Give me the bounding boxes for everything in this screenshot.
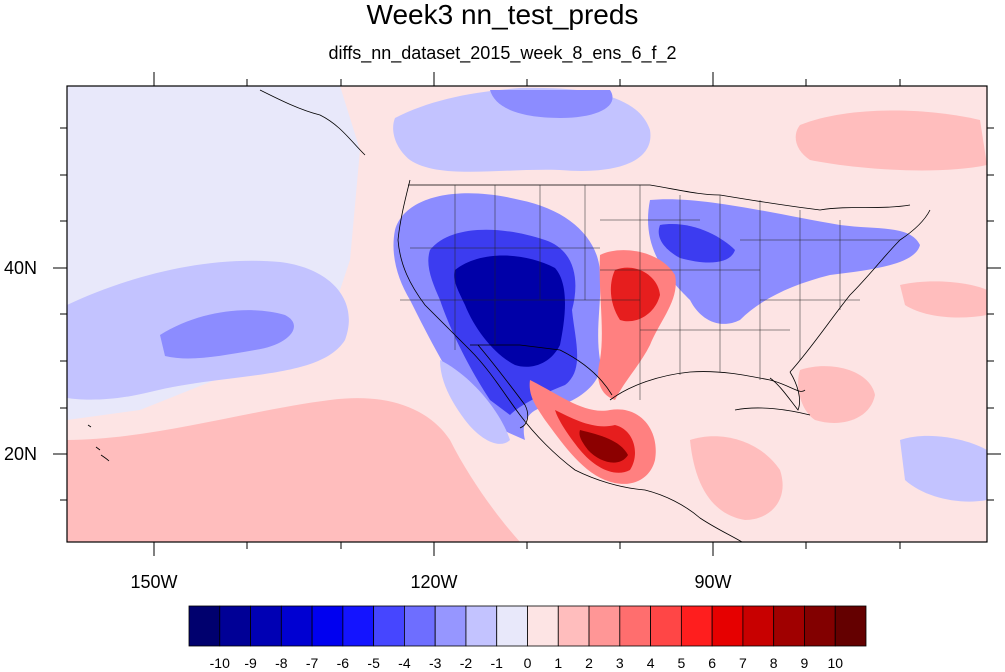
alaska-coast [259,89,366,156]
colorbar-swatch [342,605,375,647]
colorbar: -10 -9 -8 -7 -6 -5 -4 -3 -2 -1 0 1 2 3 4 5 6 7 8 9 10 [188,605,867,671]
us-mexico-border [470,344,613,396]
colorbar-label: 0 [524,655,532,671]
x-tick-150w: 150W [130,572,177,592]
state-lines-central [600,185,790,400]
colorbar-swatch [311,605,344,647]
colorbar-swatch [588,605,621,647]
pacific-blue-band-core [160,310,294,359]
colorbar-swatch [773,605,805,647]
colorbar-label: -2 [460,655,473,671]
colorbar-swatch [711,605,744,647]
great-lakes-blue-core [658,224,735,263]
colorbar-swatch [496,605,528,647]
colorbar-label: -8 [275,655,288,671]
colorbar-swatch [650,605,682,647]
colorbar-label: 4 [647,655,655,671]
gulf-coastline [609,371,806,401]
y-tick-20n: 20N [4,444,37,464]
east-coastline [789,209,931,373]
colorbar-swatch [680,605,713,647]
y-major-ticks [53,267,1001,455]
atlantic-pink [798,366,875,423]
colorbar-label: 8 [770,655,778,671]
colorbar-swatch [804,605,836,647]
western-us-blue-deep [454,255,565,367]
colorbar-label: 1 [554,655,562,671]
us-canada-border [408,184,911,211]
colorbar-label: -1 [491,655,504,671]
colorbar-swatch [434,605,467,647]
map-title: Week3 nn_test_preds [366,0,639,30]
colorbar-label: 9 [801,655,809,671]
coastlines [87,89,931,542]
state-borders [400,185,900,400]
cuba [734,407,811,416]
axis-ticks [53,72,1001,556]
map-subtitle: diffs_nn_dataset_2015_week_8_ens_6_f_2 [328,43,677,63]
atlantic-pink-north [900,281,987,318]
colorbar-label: 5 [677,655,685,671]
colorbar-label: 6 [708,655,716,671]
colorbar-swatch [250,605,282,647]
colorbar-swatch [219,605,251,647]
colorbar-swatch [280,605,313,647]
colorbar-label: -9 [244,655,257,671]
colorbar-label: -5 [367,655,380,671]
colorbar-swatch [188,605,221,647]
colorbar-label: 3 [616,655,624,671]
plains-red-core [610,267,660,322]
colorbar-label: 10 [827,655,843,671]
colorbar-swatch [834,605,867,647]
east-pacific-blue [440,360,510,444]
x-major-ticks [153,72,714,556]
hawaii-islands [87,424,110,462]
colorbar-label: -3 [429,655,442,671]
colorbar-swatch [619,605,651,647]
colorbar-label: -7 [306,655,319,671]
west-coastline [397,179,646,491]
colorbar-label: -10 [210,655,230,671]
caribbean-pink [690,436,783,520]
x-tick-120w: 120W [410,572,457,592]
mexico-red-deep [579,430,628,463]
florida [769,371,800,411]
baja-california [477,344,529,429]
colorbar-label: -6 [337,655,350,671]
y-tick-40n: 40N [4,258,37,278]
subtropical-pink [67,398,520,542]
state-lines-east [740,200,900,380]
northeast-pink [795,110,987,171]
canada-blue-core [490,90,613,118]
southeast-blue [900,435,987,502]
colorbar-swatch [465,605,498,647]
colorbar-swatch [742,605,775,647]
y-minor-ticks [60,127,994,501]
colorbar-swatch [404,605,436,647]
state-lines-west [400,185,640,350]
great-lakes-blue [648,199,920,324]
x-minor-ticks [246,79,901,549]
colorbar-label: 2 [585,655,593,671]
colorbar-label: 7 [739,655,747,671]
colorbar-label: -4 [398,655,411,671]
anomaly-field [67,86,987,542]
colorbar-swatch [373,605,405,647]
colorbar-swatch [557,605,590,647]
x-tick-90w: 90W [694,572,731,592]
colorbar-swatch [527,605,559,647]
central-america [644,489,743,542]
